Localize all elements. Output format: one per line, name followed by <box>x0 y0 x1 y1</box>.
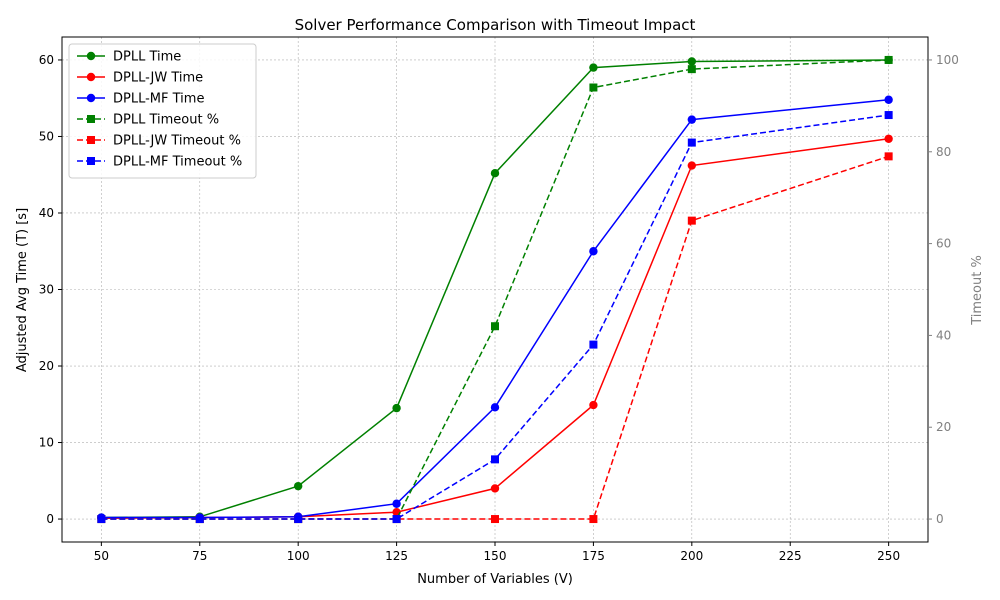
data-point <box>884 152 893 161</box>
data-point <box>687 57 697 66</box>
x-tick-label: 150 <box>484 549 507 563</box>
legend-item: DPLL-JW Time <box>77 71 203 86</box>
legend: DPLL Time DPLL-JW Time DPLL-MF Time DPLL Ti… <box>68 43 257 179</box>
y-axis-left: 0 10 20 30 40 50 60 <box>39 53 62 526</box>
data-point <box>195 515 204 524</box>
y-tick-label: 30 <box>39 283 54 297</box>
x-tick-label: 50 <box>94 549 109 563</box>
y-tick-label: 0 <box>46 512 54 526</box>
data-point <box>491 322 499 331</box>
series-line <box>101 59 889 519</box>
x-axis: 50 75 100 125 150 175 200 225 250 <box>94 542 900 563</box>
data-point <box>589 83 598 92</box>
legend-label: DPLL-JW Time <box>113 71 203 86</box>
legend-marker <box>86 51 96 61</box>
data-point <box>589 515 598 524</box>
x-tick-label: 225 <box>779 549 802 563</box>
data-point <box>490 484 500 493</box>
series-line <box>101 114 889 520</box>
legend-marker <box>87 115 95 123</box>
data-point <box>884 134 893 143</box>
chart-title: Solver Performance Comparison with Timeo… <box>295 16 696 34</box>
x-tick-label: 200 <box>680 549 703 563</box>
legend-item: DPLL Time <box>77 50 181 65</box>
series-line <box>101 98 889 519</box>
legend-label: DPLL-MF Time <box>113 92 204 107</box>
legend-label: DPLL-JW Timeout % <box>113 134 241 149</box>
y-axis-right: 0 20 40 60 80 100 <box>928 53 959 526</box>
x-axis-label: Number of Variables (V) <box>417 572 573 587</box>
y-tick-label: 40 <box>39 206 54 220</box>
data-point <box>392 515 401 524</box>
series-line <box>101 155 889 520</box>
data-point <box>294 515 303 524</box>
data-point <box>589 247 598 256</box>
y-tick-label: 10 <box>39 436 54 450</box>
data-point <box>589 400 598 410</box>
x-tick-label: 100 <box>287 549 310 563</box>
y-tick-label: 60 <box>39 53 54 67</box>
data-point <box>392 403 401 413</box>
y2-tick-label: 20 <box>936 420 951 434</box>
legend-item: DPLL-JW Timeout % <box>77 134 241 149</box>
legend-marker <box>87 136 95 144</box>
x-tick-label: 125 <box>385 549 408 563</box>
grid <box>62 37 928 542</box>
x-tick-label: 75 <box>192 549 207 563</box>
y2-tick-label: 40 <box>936 328 951 342</box>
data-point <box>884 95 893 104</box>
legend-item: DPLL-MF Timeout % <box>77 155 242 170</box>
legend-marker <box>86 93 96 103</box>
legend-marker <box>86 72 96 82</box>
legend-box <box>68 43 257 179</box>
legend-label: DPLL-MF Timeout % <box>113 155 242 170</box>
data-point <box>490 403 500 412</box>
y2-tick-label: 100 <box>936 53 959 67</box>
series-5 <box>97 111 893 524</box>
legend-item: DPLL-MF Time <box>77 92 204 107</box>
y2-tick-label: 60 <box>936 237 951 251</box>
data-point <box>491 515 499 524</box>
data-point <box>687 138 696 147</box>
data-point <box>687 216 696 225</box>
data-point <box>97 515 106 524</box>
data-point <box>687 65 696 74</box>
series-layer <box>97 55 893 524</box>
data-point <box>491 455 499 464</box>
data-point <box>687 161 697 170</box>
y-tick-label: 50 <box>39 129 54 143</box>
x-tick-label: 175 <box>582 549 605 563</box>
legend-label: DPLL Time <box>113 50 181 65</box>
data-point <box>687 115 697 124</box>
data-point <box>589 63 598 72</box>
y2-tick-label: 0 <box>936 512 944 526</box>
y2-axis-label: Timeout % <box>970 255 985 326</box>
x-tick-label: 250 <box>877 549 900 563</box>
data-point <box>293 481 303 491</box>
legend-marker <box>87 157 95 165</box>
y-axis-label: Adjusted Avg Time (T) [s] <box>15 208 30 372</box>
legend-label: DPLL Timeout % <box>113 113 219 128</box>
data-point <box>884 111 893 120</box>
data-point <box>884 55 893 64</box>
legend-item: DPLL Timeout % <box>77 113 219 128</box>
y-tick-label: 20 <box>39 359 54 373</box>
y2-tick-label: 80 <box>936 145 951 159</box>
data-point <box>589 340 598 349</box>
data-point <box>392 499 401 508</box>
data-point <box>490 168 500 178</box>
